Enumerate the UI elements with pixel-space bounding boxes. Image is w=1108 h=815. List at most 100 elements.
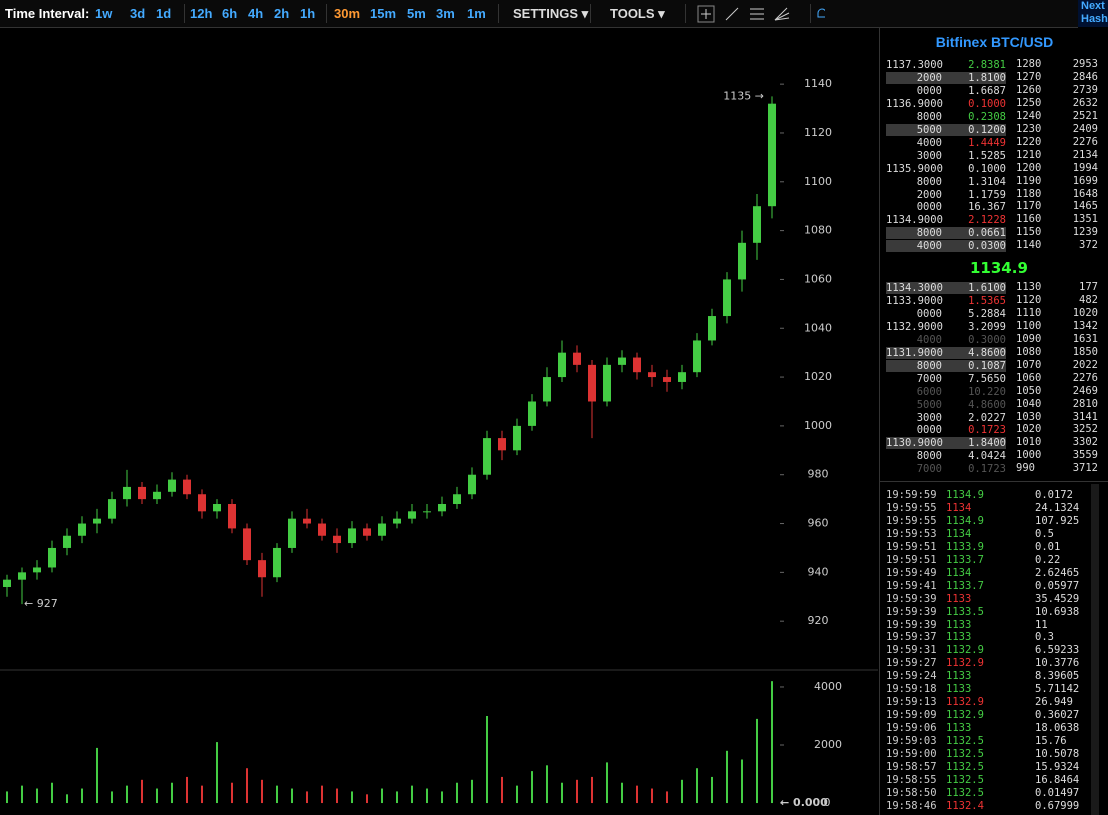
trade-price: 1133 (946, 631, 972, 644)
volume-bar (501, 776, 503, 804)
volume-bar (681, 779, 683, 804)
line-tool[interactable] (725, 7, 739, 21)
interval-button[interactable]: 3d (130, 6, 146, 21)
depth-price: 1160 (1016, 213, 1042, 226)
candle-body (18, 572, 26, 580)
candle-body (663, 377, 671, 382)
volume-bar (231, 782, 233, 804)
interval-button[interactable]: 6h (222, 6, 238, 21)
interval-button[interactable]: 5m (407, 6, 426, 21)
book-price: 7000 (916, 372, 942, 385)
candle-body (558, 352, 566, 378)
book-amount: 1.1759 (968, 188, 1006, 201)
interval-button[interactable]: 4h (248, 6, 264, 21)
y-tick-label: 960 (808, 517, 829, 530)
candle-body (243, 528, 251, 561)
trade-price: 1132.5 (946, 748, 984, 760)
corner-link[interactable]: Next Hash (1078, 0, 1108, 27)
candle-body (453, 494, 461, 505)
fan-tool[interactable] (774, 7, 790, 21)
volume-bar (6, 791, 8, 804)
trade-price: 1132.5 (946, 786, 984, 799)
volume-bar (96, 747, 98, 804)
depth-price: 1270 (1016, 70, 1042, 83)
depth-volume: 2469 (1072, 384, 1098, 397)
book-price: 8000 (916, 359, 942, 372)
corner-text[interactable]: Hash (1081, 13, 1108, 25)
volume-bar (621, 782, 623, 804)
book-amount: 2.1228 (968, 214, 1006, 227)
interval-button[interactable]: 15m (370, 6, 397, 21)
book-amount: 0.0300 (968, 240, 1006, 253)
candle-body (93, 518, 101, 524)
candle-body (438, 504, 446, 512)
depth-volume: 1631 (1072, 332, 1098, 345)
trade-price: 1134 (946, 501, 972, 514)
book-price: 4000 (916, 333, 942, 346)
alert-tool[interactable] (817, 8, 825, 18)
interval-button[interactable]: 1w (95, 6, 113, 21)
book-amount: 16.367 (968, 201, 1006, 214)
book-price: 1134.3000 (886, 282, 943, 294)
book-price: 0000 (916, 84, 942, 97)
candle-body (633, 357, 641, 373)
book-price: 1131.9000 (886, 346, 943, 359)
book-amount: 7.5650 (968, 372, 1006, 385)
interval-button[interactable]: 3m (436, 6, 455, 21)
interval-button[interactable]: 30m (334, 6, 361, 21)
volume-bar (336, 788, 338, 804)
depth-volume: 1699 (1072, 174, 1098, 187)
trade-time: 19:59:37 (886, 631, 937, 644)
book-price: 8000 (916, 175, 942, 188)
corner-text[interactable]: Next (1081, 0, 1105, 12)
trade-amount: 11 (1035, 618, 1048, 631)
tools-menu[interactable]: TOOLS ▾ (610, 6, 665, 21)
trade-amount: 15.9324 (1035, 760, 1080, 773)
interval-button[interactable]: 2h (274, 6, 290, 21)
trade-amount: 16.8464 (1035, 773, 1080, 786)
interval-button[interactable]: 1m (467, 6, 486, 21)
trade-amount: 15.76 (1035, 735, 1067, 748)
book-price: 0000 (916, 201, 942, 214)
tools-label[interactable]: TOOLS (610, 6, 655, 21)
y-tick-label: 1140 (804, 77, 832, 90)
interval-label: Time Interval: (5, 6, 90, 21)
volume-bar (726, 750, 728, 804)
trade-time: 19:59:00 (886, 748, 937, 760)
tool-icons[interactable] (695, 4, 825, 24)
trade-time: 19:59:06 (886, 722, 937, 735)
volume-bar (156, 788, 158, 804)
book-price: 3000 (916, 411, 942, 424)
candle-body (123, 486, 131, 500)
settings-label[interactable]: SETTINGS (513, 6, 579, 21)
settings-menu[interactable]: SETTINGS ▾ (513, 6, 589, 21)
interval-button[interactable]: 1d (156, 6, 172, 21)
candle-body (738, 242, 746, 280)
row-highlight (886, 240, 1006, 253)
book-price: 1132.9000 (886, 320, 943, 333)
candle-body (423, 511, 431, 513)
y-tick-label: 940 (808, 565, 829, 578)
price-chart: 920 940 960 980 1000 1020 1040 1060 1080 1100 1120… (0, 77, 878, 809)
depth-price: 1060 (1016, 371, 1042, 384)
candle-body (33, 567, 41, 573)
fib-tool[interactable] (750, 8, 764, 20)
volume-bar (306, 791, 308, 804)
volume-bar (471, 779, 473, 804)
depth-price: 1120 (1016, 293, 1042, 306)
crosshair-tool[interactable] (697, 5, 715, 23)
depth-volume: 1850 (1072, 345, 1098, 358)
depth-price: 1220 (1016, 135, 1042, 148)
trade-price: 1133 (946, 683, 972, 696)
book-amount: 2.0227 (968, 411, 1006, 424)
candle-body (543, 377, 551, 402)
interval-button[interactable]: 12h (190, 6, 213, 21)
row-highlight (886, 123, 1006, 136)
depth-price: 1240 (1016, 109, 1042, 122)
book-price: 5000 (916, 398, 942, 411)
interval-button[interactable]: 1h (300, 6, 316, 21)
candle-body (768, 103, 776, 207)
depth-volume: 372 (1079, 239, 1098, 252)
volume-bar (261, 779, 263, 804)
depth-price: 1140 (1016, 239, 1042, 252)
